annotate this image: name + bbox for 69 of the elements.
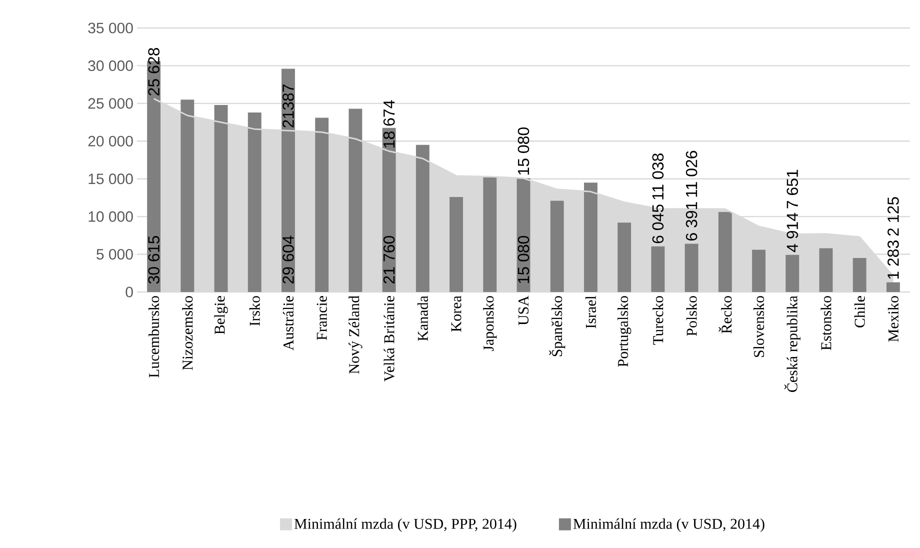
data-label: 25 628: [148, 48, 160, 96]
bar: [382, 128, 396, 292]
x-tick-label: Polsko: [686, 296, 697, 336]
x-tick-label: Řecko: [718, 296, 732, 334]
x-tick-label: Nizozemsko: [182, 296, 193, 370]
x-tick-label: Portugalsko: [618, 296, 632, 367]
data-label: 6 391: [686, 202, 698, 241]
bar: [180, 100, 194, 292]
x-tick-label: Japonsko: [483, 296, 497, 352]
x-tick-label: Austrálie: [282, 296, 294, 350]
x-tick-label: Korea: [451, 296, 462, 332]
y-tick-label: 25 000: [88, 98, 133, 109]
x-tick-label: USA: [518, 296, 529, 326]
bar: [786, 254, 800, 292]
x-tick-label: Irsko: [249, 296, 260, 326]
y-tick-label: 0: [126, 286, 133, 298]
bar: [550, 200, 564, 292]
data-label: 21 760: [383, 236, 395, 284]
data-label: 11 038: [652, 154, 664, 200]
data-label: 18 674: [383, 100, 395, 148]
y-tick-label: 35 000: [88, 22, 133, 34]
y-tick-label: 10 000: [88, 211, 133, 222]
x-tick-label: Francie: [316, 296, 327, 340]
x-tick-label: Slovensko: [753, 296, 764, 358]
data-label: 6 045: [652, 204, 664, 244]
bar: [752, 250, 766, 292]
x-tick-label: Velká Británie: [384, 296, 394, 382]
data-label: 21387: [282, 84, 294, 128]
bar: [348, 108, 362, 292]
bar: [819, 248, 833, 292]
data-label: 15 080: [518, 127, 530, 175]
bar: [718, 212, 732, 292]
x-tick-label: Israel: [585, 296, 596, 328]
bar: [651, 246, 665, 292]
x-tick-label: Chile: [854, 296, 865, 328]
data-label: 7 651: [786, 170, 798, 208]
bar: [248, 112, 262, 292]
y-tick-label: 30 000: [88, 60, 133, 72]
bar: [315, 118, 329, 292]
data-label: 1 283: [888, 240, 899, 279]
bar: [852, 258, 866, 292]
data-label: 2 125: [888, 197, 899, 236]
x-tick-label: Estonsko: [820, 296, 832, 350]
data-label: 4 914: [786, 212, 798, 252]
x-tick-label: Česká republika: [784, 296, 800, 392]
bar: [684, 244, 698, 292]
bar: [416, 144, 430, 292]
bar: [618, 222, 632, 292]
data-label: 29 604: [282, 236, 294, 284]
data-label: 30 615: [148, 236, 160, 284]
x-tick-label: Lucembursko: [148, 296, 160, 378]
legend-label: Minimální mzda (v USD, PPP, 2014): [294, 518, 516, 532]
x-tick-label: Kanada: [417, 296, 428, 341]
data-label: 15 080: [518, 236, 530, 284]
x-tick-label: Nový Zéland: [348, 296, 362, 374]
bar: [483, 177, 497, 292]
x-tick-label: Španělsko: [549, 296, 566, 356]
x-tick-label: Belgie: [214, 296, 228, 334]
x-tick-label: Turecko: [652, 296, 664, 345]
y-tick-label: 20 000: [88, 136, 133, 146]
legend-label: Minimální mzda (v USD, 2014): [573, 518, 764, 532]
bar: [886, 282, 900, 292]
data-label: 11 026: [686, 150, 698, 197]
x-tick-label: Mexiko: [888, 296, 898, 342]
bar: [450, 196, 464, 292]
bar: [214, 104, 228, 292]
y-tick-label: 15 000: [88, 174, 133, 184]
bar: [584, 182, 598, 292]
y-tick-label: 5 000: [96, 248, 133, 260]
